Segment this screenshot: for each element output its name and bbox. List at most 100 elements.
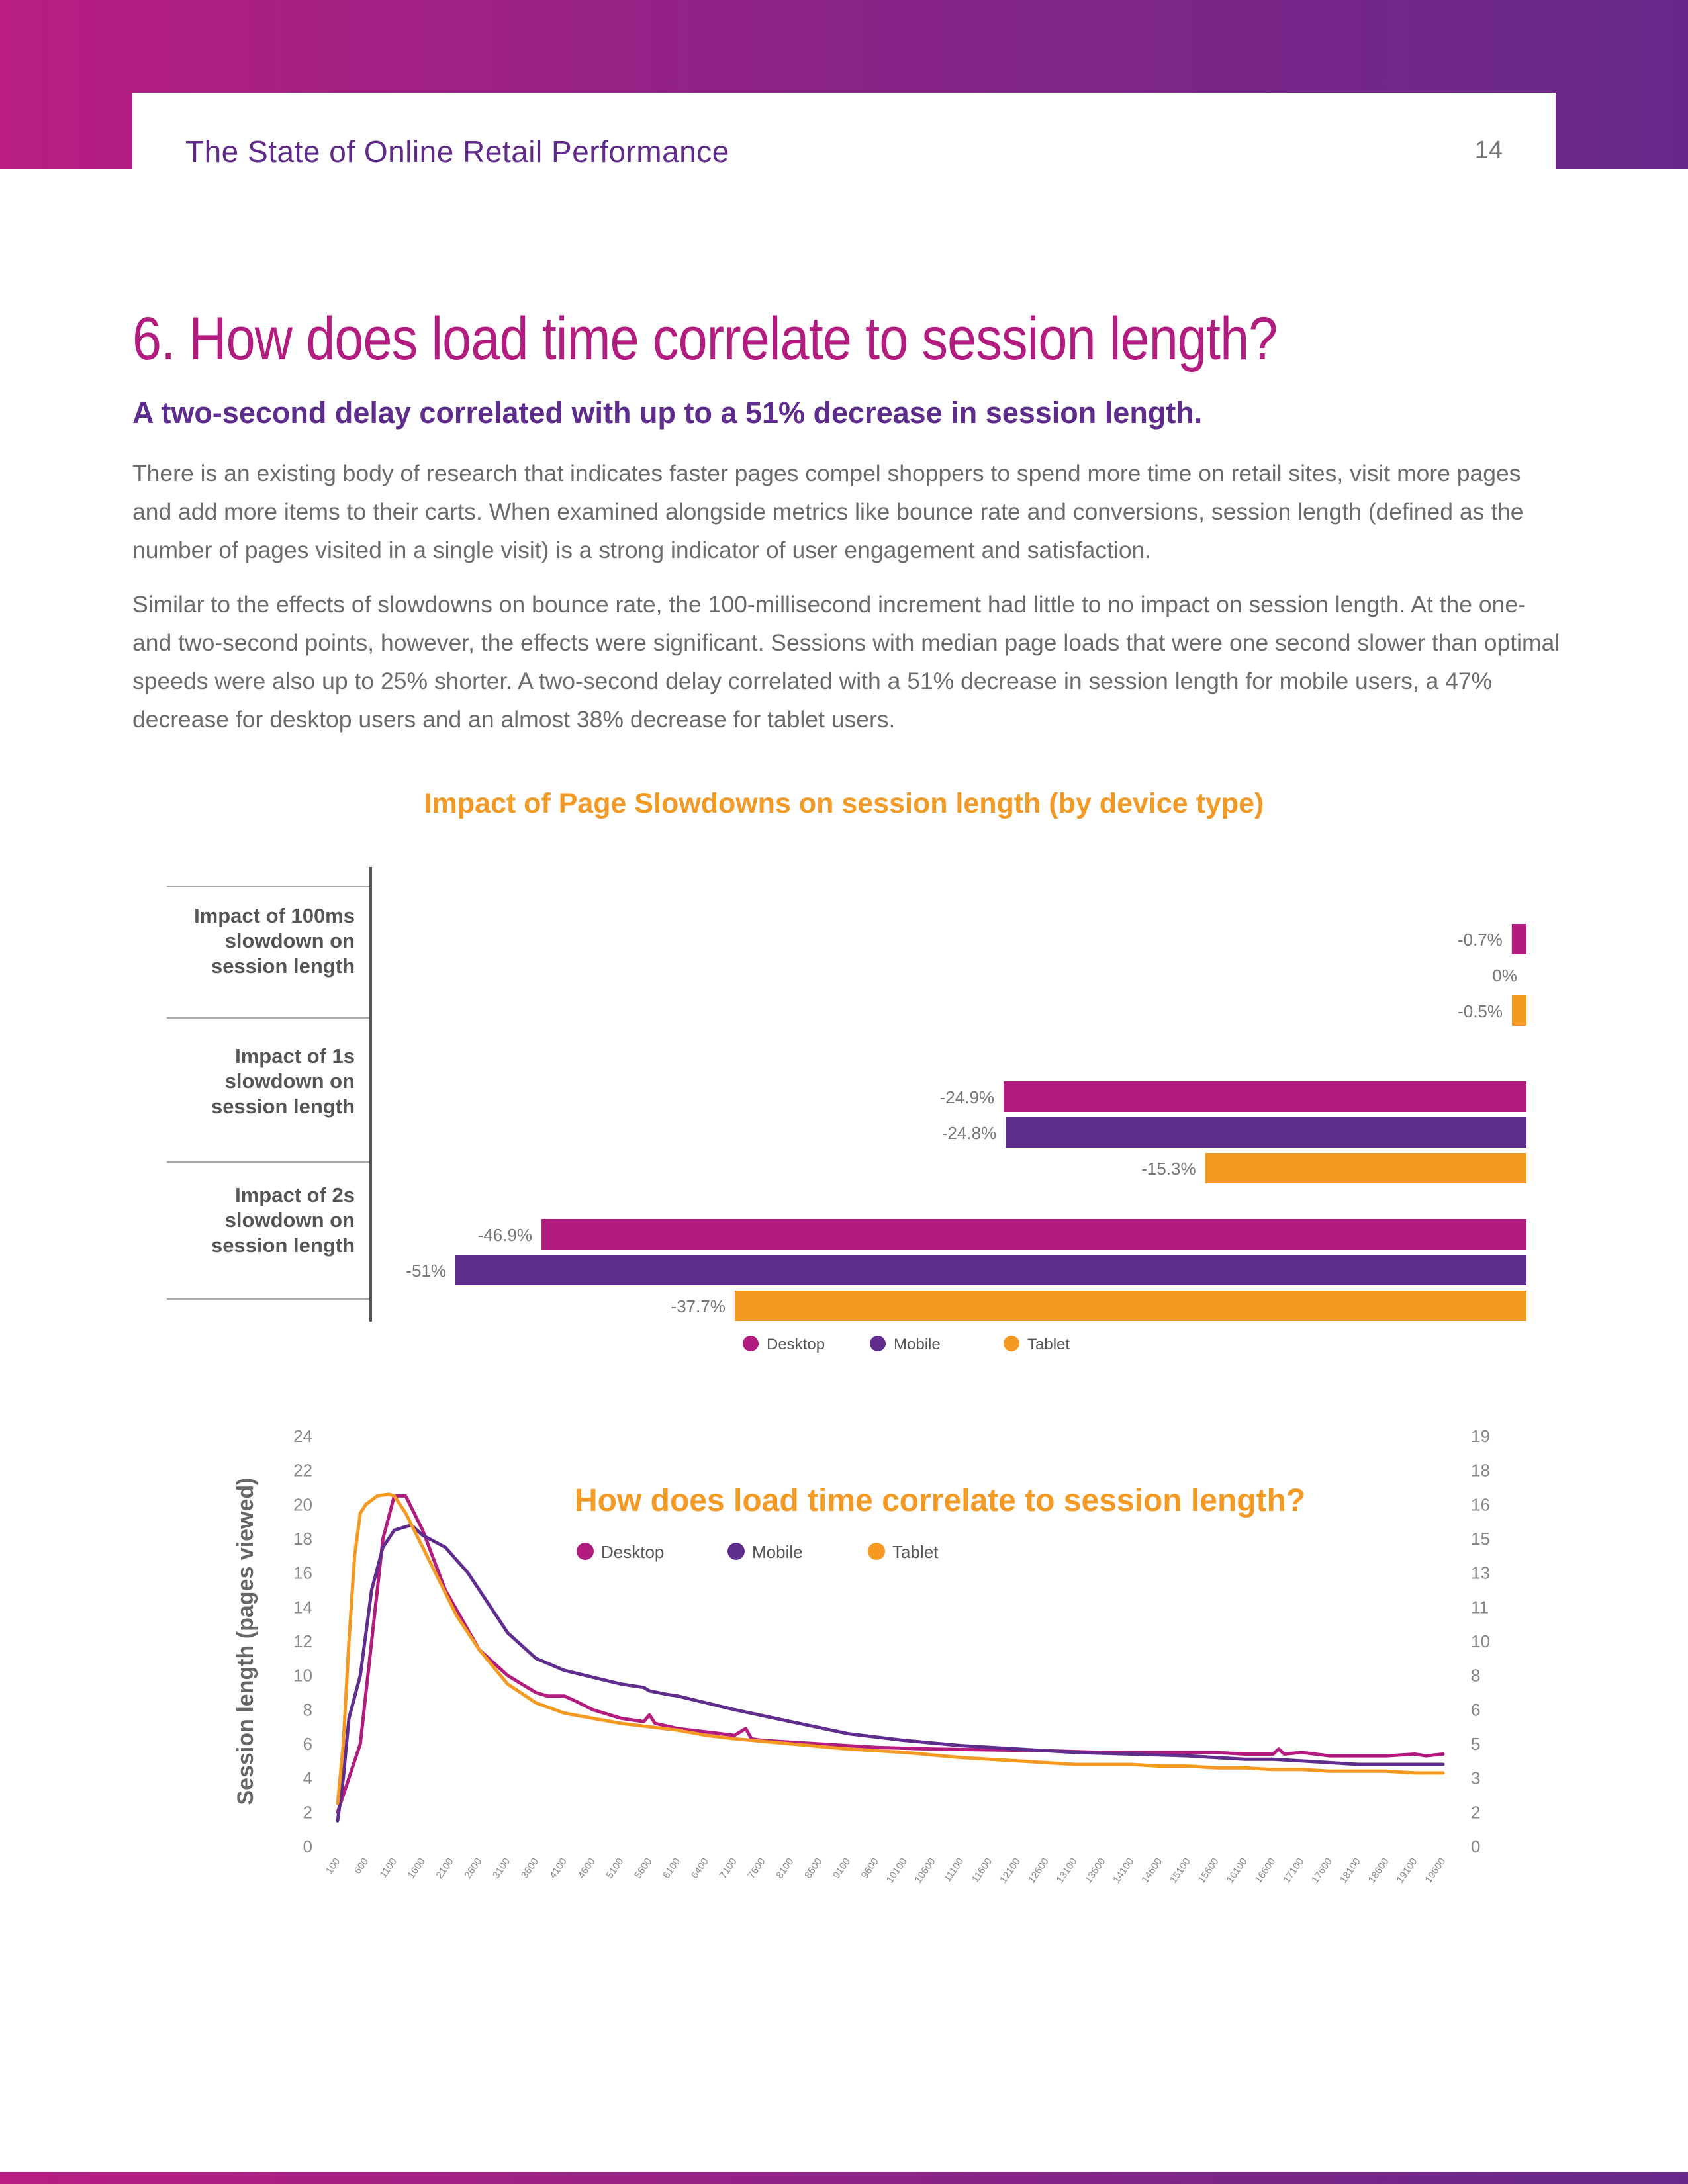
bar-mobile [455, 1255, 1526, 1285]
legend-mobile-dot [727, 1543, 745, 1560]
y-tick-label: 24 [293, 1426, 312, 1446]
legend-mobile-dot [870, 1336, 886, 1351]
x-tick-label: 7100 [718, 1856, 739, 1881]
legend-desktop-label: Desktop [601, 1542, 664, 1562]
legend-tablet-dot [1004, 1336, 1019, 1351]
legend-tablet-label: Tablet [1027, 1336, 1070, 1353]
bar-value-label: -24.8% [942, 1123, 996, 1143]
paragraph-intro: There is an existing body of research th… [132, 460, 1524, 563]
x-tick-label: 12600 [1026, 1856, 1051, 1886]
x-tick-label: 1100 [377, 1856, 399, 1880]
category-label: session length [211, 954, 355, 978]
bar-value-label: -37.7% [671, 1297, 726, 1316]
x-tick-label: 9100 [831, 1856, 853, 1881]
legend-tablet-dot [868, 1543, 885, 1560]
x-tick-label: 3600 [519, 1856, 541, 1881]
line-desktop [336, 1494, 1445, 1814]
x-tick-label: 7600 [746, 1856, 768, 1881]
header-card: The State of Online Retail Performance 1… [132, 93, 1556, 185]
x-tick-label: 100 [324, 1856, 342, 1876]
x-tick-label: 18100 [1338, 1856, 1363, 1886]
bar-value-label: -24.9% [940, 1087, 994, 1107]
line-mobile [336, 1523, 1445, 1823]
x-tick-label: 4600 [576, 1856, 598, 1881]
x-tick-label: 2600 [462, 1856, 484, 1881]
x-tick-label: 4100 [547, 1856, 569, 1881]
y-tick-label: 4 [303, 1768, 312, 1788]
x-tick-label: 2100 [434, 1856, 455, 1881]
bar-value-label: -46.9% [478, 1225, 532, 1245]
y-tick-label: 12 [293, 1631, 312, 1651]
x-tick-label: 10600 [913, 1856, 938, 1886]
category-label: slowdown on [225, 929, 355, 952]
y-tick-label: 16 [293, 1563, 312, 1583]
legend-mobile-label: Mobile [894, 1336, 941, 1353]
section-subheading: A two-second delay correlated with up to… [132, 396, 1203, 430]
footer-band [0, 2172, 1688, 2184]
x-tick-label: 8600 [802, 1856, 824, 1881]
bar-desktop [541, 1219, 1527, 1250]
y2-tick-label: 18 [1471, 1461, 1490, 1480]
legend-desktop-dot [743, 1336, 759, 1351]
line-chart-canvas: 0246810121416182022240235681011131516181… [233, 1426, 1490, 1886]
y2-tick-label: 13 [1471, 1563, 1490, 1583]
legend-desktop-label: Desktop [767, 1336, 825, 1353]
y-tick-label: 8 [303, 1700, 312, 1719]
y-tick-label: 10 [293, 1666, 312, 1686]
y2-tick-label: 0 [1471, 1837, 1480, 1856]
y2-tick-label: 2 [1471, 1802, 1480, 1822]
category-label: Impact of 1s [235, 1044, 355, 1068]
y2-tick-label: 15 [1471, 1529, 1490, 1549]
x-tick-label: 13100 [1055, 1856, 1080, 1886]
x-tick-label: 18600 [1366, 1856, 1391, 1886]
bar-desktop [1004, 1081, 1526, 1112]
x-tick-label: 16600 [1252, 1856, 1278, 1886]
y2-tick-label: 8 [1471, 1666, 1480, 1686]
paragraph-effects: Similar to the effects of slowdowns on b… [132, 591, 1560, 733]
y-axis-title: Session length (pages viewed) [233, 1477, 258, 1805]
x-tick-label: 5100 [604, 1856, 626, 1881]
x-tick-label: 11600 [970, 1856, 994, 1885]
y2-tick-label: 5 [1471, 1734, 1480, 1754]
x-tick-label: 3100 [491, 1856, 512, 1881]
category-label: Impact of 2s [235, 1183, 355, 1206]
x-tick-label: 9600 [859, 1856, 881, 1881]
x-tick-label: 13600 [1083, 1856, 1108, 1886]
x-tick-label: 11100 [942, 1856, 966, 1884]
y2-tick-label: 16 [1471, 1494, 1490, 1514]
x-tick-label: 14600 [1139, 1856, 1164, 1886]
line-tablet [336, 1492, 1445, 1805]
bar-value-label: -0.5% [1458, 1001, 1503, 1021]
section-heading: 6. How does load time correlate to sessi… [132, 305, 1278, 373]
legend-mobile-label: Mobile [752, 1542, 803, 1562]
x-tick-label: 12100 [998, 1856, 1023, 1886]
legend-desktop-dot [577, 1543, 594, 1560]
document-title: The State of Online Retail Performance [185, 134, 729, 169]
x-tick-label: 14100 [1111, 1856, 1136, 1886]
bar-value-label: -51% [406, 1261, 446, 1281]
legend-tablet-label: Tablet [892, 1542, 939, 1562]
bar-tablet [1512, 995, 1526, 1026]
category-label: Impact of 100ms [194, 904, 355, 927]
category-label: session length [211, 1234, 355, 1257]
x-tick-label: 1600 [406, 1856, 428, 1881]
page-number: 14 [1474, 136, 1503, 164]
bar-chart: Impact of 100ms slowdown on session length… [0, 847, 1688, 1377]
y2-tick-label: 11 [1471, 1597, 1489, 1617]
y-tick-label: 2 [303, 1802, 312, 1822]
y-tick-label: 14 [293, 1597, 312, 1617]
y2-tick-label: 6 [1471, 1700, 1480, 1719]
x-tick-label: 6100 [661, 1856, 682, 1881]
category-label: session length [211, 1095, 355, 1118]
y2-tick-label: 19 [1471, 1426, 1490, 1446]
bar-value-label: -0.7% [1458, 930, 1503, 950]
line-chart: 0 2 4 6 8 10 12 14 16 18 20 22 24 0 2 3 5 6 8 10 11 13 15 16 18 1… [0, 1416, 1688, 1893]
x-tick-label: 19600 [1423, 1856, 1448, 1886]
x-tick-label: 16100 [1225, 1856, 1250, 1886]
category-label: slowdown on [225, 1208, 355, 1232]
x-tick-label: 5600 [632, 1856, 654, 1881]
x-tick-label: 19100 [1395, 1856, 1420, 1886]
x-tick-label: 17100 [1281, 1856, 1306, 1886]
x-tick-label: 6400 [689, 1856, 711, 1881]
